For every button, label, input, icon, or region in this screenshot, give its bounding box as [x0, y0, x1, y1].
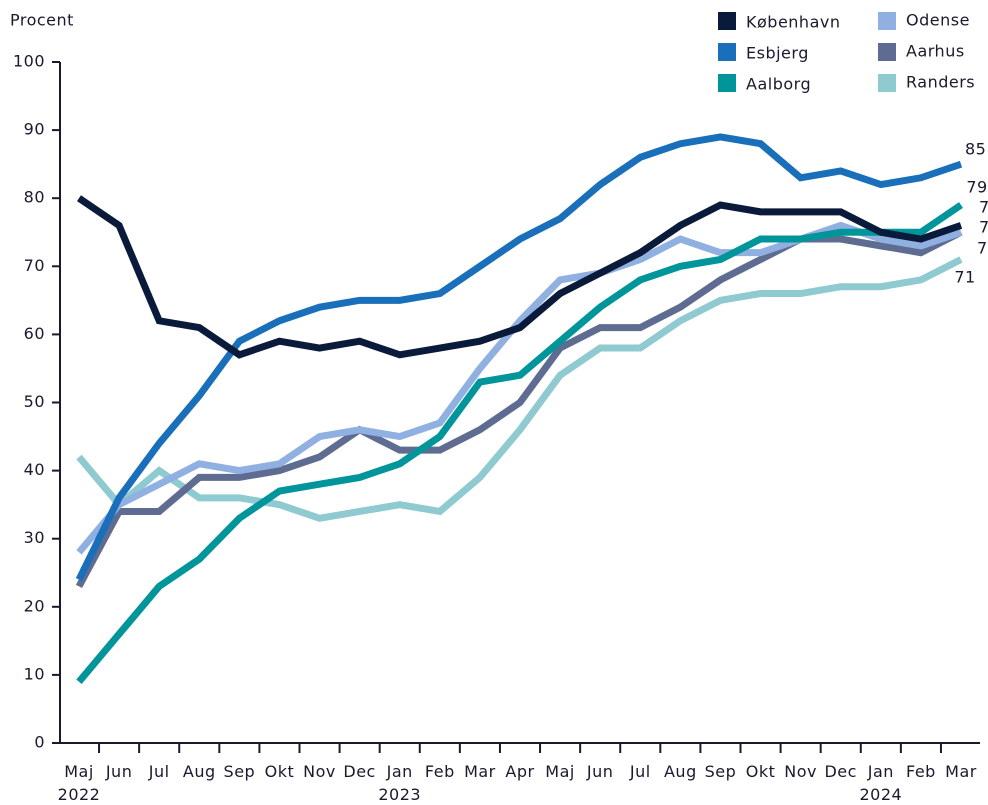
legend-swatch	[718, 12, 736, 30]
x-tick-label-line: 2023	[378, 785, 421, 802]
legend-swatch	[878, 43, 896, 61]
x-tick-label-line: 2022	[58, 785, 101, 802]
legend-label: Esbjerg	[746, 44, 809, 63]
y-tick-label: 70	[24, 256, 45, 275]
x-tick-label: Aug	[183, 762, 216, 781]
x-tick-label-line: Feb	[425, 762, 455, 781]
x-tick-label: Mar	[464, 762, 496, 781]
x-tick-label-line: Mar	[464, 762, 496, 781]
x-tick-label-line: Jul	[629, 762, 651, 781]
end-label: 85	[965, 140, 986, 159]
x-tick-label: Dec	[824, 762, 856, 781]
x-tick-label-line: 2024	[859, 785, 902, 802]
x-tick-label: Okt	[746, 762, 776, 781]
x-tick-label-line: Jul	[148, 762, 170, 781]
x-tick-label-line: Apr	[505, 762, 534, 781]
series-line	[75, 133, 963, 582]
x-tick-label: Sep	[705, 762, 737, 781]
x-tick-label-line: Sep	[705, 762, 737, 781]
x-tick-label: Jan 2023	[378, 762, 421, 802]
x-tick-label-line: Sep	[224, 762, 256, 781]
legend-label: Aalborg	[746, 75, 811, 94]
end-label: 71	[954, 268, 975, 287]
legend-label: København	[746, 13, 840, 32]
y-axis-label: Procent	[10, 11, 74, 30]
x-tick-label-line: Dec	[343, 762, 375, 781]
end-label: 76	[979, 198, 988, 217]
x-tick-label: Maj	[545, 762, 575, 781]
x-tick-label-line: Okt	[746, 762, 776, 781]
x-tick-label-line: Aug	[664, 762, 697, 781]
x-tick-label: Jun	[586, 762, 614, 781]
x-tick-label: Maj 2022	[58, 762, 101, 802]
y-tick-label: 10	[24, 664, 45, 683]
legend-label: Aarhus	[906, 42, 965, 61]
x-tick-label: Sep	[224, 762, 256, 781]
x-tick-label: Mar	[945, 762, 977, 781]
y-tick-label: 90	[24, 120, 45, 139]
x-tick-label-line: Aug	[183, 762, 216, 781]
x-tick-label: Okt	[265, 762, 295, 781]
legend-label: Odense	[906, 11, 970, 30]
x-tick-label-line: Nov	[784, 762, 817, 781]
x-tick-label-line: Jan	[867, 762, 894, 781]
y-tick-label: 30	[24, 528, 45, 547]
x-tick-label: Jul	[148, 762, 170, 781]
x-tick-label: Jan 2024	[859, 762, 902, 802]
x-tick-label-line: Jan	[386, 762, 413, 781]
x-tick-label-line: Mar	[945, 762, 977, 781]
x-tick-label: Jul	[629, 762, 651, 781]
x-tick-label: Feb	[425, 762, 455, 781]
end-label: 79	[966, 178, 987, 197]
series-line	[77, 195, 963, 359]
x-tick-label-line: Jun	[105, 762, 133, 781]
y-tick-label: 100	[13, 52, 45, 71]
x-tick-label: Dec	[343, 762, 375, 781]
end-label: 75	[979, 218, 988, 237]
legend-label: Randers	[906, 73, 975, 92]
legend-swatch	[878, 74, 896, 92]
x-tick-label-line: Maj	[64, 762, 94, 781]
x-tick-label: Jun	[105, 762, 133, 781]
y-tick-label: 60	[24, 324, 45, 343]
legend-swatch	[718, 74, 736, 92]
x-tick-label-line: Maj	[545, 762, 575, 781]
x-tick-label-line: Okt	[265, 762, 295, 781]
y-tick-label: 40	[24, 460, 45, 479]
x-tick-label-line: Jun	[586, 762, 614, 781]
x-tick-label-line: Feb	[906, 762, 936, 781]
series-line	[76, 202, 963, 684]
y-tick-label: 50	[24, 392, 45, 411]
x-tick-label: Aug	[664, 762, 697, 781]
legend-swatch	[718, 43, 736, 61]
x-tick-label-line: Dec	[824, 762, 856, 781]
end-label: 75	[977, 239, 988, 258]
y-tick-label: 0	[34, 733, 45, 752]
series-line	[76, 221, 963, 555]
x-tick-label: Apr	[505, 762, 534, 781]
x-tick-label-line: Nov	[303, 762, 336, 781]
series-line	[76, 256, 963, 522]
x-tick-label: Feb	[906, 762, 936, 781]
x-tick-label: Nov	[784, 762, 817, 781]
legend-swatch	[878, 12, 896, 30]
y-tick-label: 20	[24, 596, 45, 615]
y-tick-label: 80	[24, 188, 45, 207]
x-tick-label: Nov	[303, 762, 336, 781]
